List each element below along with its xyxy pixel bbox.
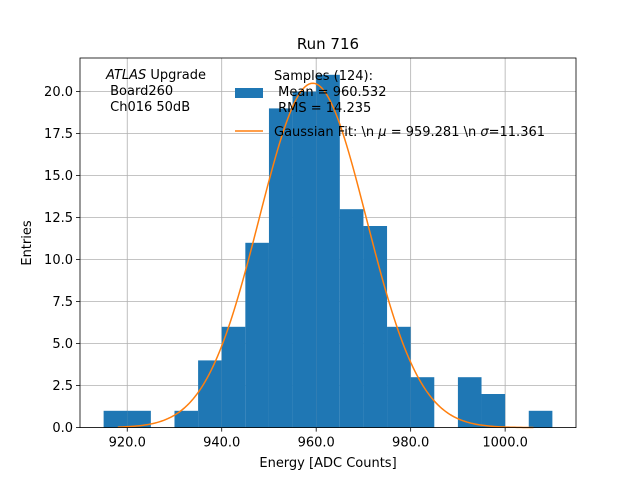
- x-tick-label: 940.0: [203, 436, 240, 451]
- y-tick-label: 5.0: [52, 337, 73, 352]
- annotation-upgrade: Upgrade: [146, 68, 206, 83]
- histogram-bar: [268, 108, 293, 428]
- histogram-bar: [103, 410, 128, 428]
- legend-hist-line-2: Mean = 960.532: [274, 85, 386, 100]
- histogram-bar: [198, 360, 222, 428]
- y-tick-label: 7.5: [52, 295, 73, 310]
- legend-fit-mu-value: = 959.281 \n: [387, 125, 481, 140]
- x-tick-label: 920.0: [109, 436, 146, 451]
- annotation-line-3: Ch016 50dB: [106, 100, 190, 115]
- legend-fit-sigma: σ: [480, 125, 489, 140]
- histogram-bar: [528, 410, 553, 428]
- annotation-atlas: ATLAS: [105, 68, 146, 83]
- histogram-bar: [457, 377, 482, 428]
- histogram-bar: [127, 410, 151, 428]
- atlas-annotation: ATLAS Upgrade Board260 Ch016 50dB: [105, 68, 206, 115]
- histogram-bar: [245, 242, 269, 428]
- histogram-bar: [221, 326, 246, 428]
- histogram-bars: [103, 74, 553, 428]
- y-axis-title: Entries: [20, 220, 35, 266]
- x-tick-label: 1000.0: [482, 436, 528, 451]
- y-tick-label: 20.0: [44, 85, 73, 100]
- x-axis-ticks: 920.0 940.0 960.0 980.0 1000.0: [109, 427, 528, 451]
- histogram-bar: [410, 377, 435, 428]
- legend-hist-line-3: RMS = 14.235: [274, 101, 371, 116]
- y-tick-label: 15.0: [44, 169, 73, 184]
- histogram-bar: [387, 326, 411, 428]
- y-tick-label: 12.5: [44, 211, 73, 226]
- annotation-line-1: ATLAS Upgrade: [105, 68, 206, 83]
- legend-fit-prefix: Gaussian Fit: \n: [274, 125, 378, 140]
- y-tick-label: 17.5: [44, 127, 73, 142]
- annotation-line-2: Board260: [106, 84, 173, 99]
- legend-fit-sigma-value: =11.361: [489, 125, 545, 140]
- legend-hist-line-1: Samples (124):: [274, 69, 373, 84]
- histogram-bar: [481, 394, 506, 428]
- histogram-bar: [363, 226, 388, 428]
- gaussian-fit-line: [117, 82, 534, 429]
- y-axis-ticks: 0.0 2.5 5.0 7.5 10.0 12.5 15.0 17.5 20.0: [44, 85, 80, 436]
- y-tick-label: 2.5: [52, 379, 73, 394]
- legend-fit-label: Gaussian Fit: \n μ = 959.281 \n σ=11.361: [274, 125, 545, 140]
- x-axis-title: Energy [ADC Counts]: [259, 456, 396, 471]
- histogram-bar: [292, 91, 317, 428]
- histogram-bar: [339, 209, 364, 428]
- legend-fit-mu: μ: [377, 125, 386, 140]
- y-tick-label: 10.0: [44, 253, 73, 268]
- plot-frame: [79, 57, 577, 429]
- y-tick-label: 0.0: [52, 421, 73, 436]
- chart-title: Run 716: [297, 35, 359, 53]
- histogram-bar: [316, 74, 340, 428]
- legend: Samples (124): Mean = 960.532 RMS = 14.2…: [235, 69, 545, 140]
- x-tick-label: 960.0: [298, 436, 335, 451]
- histogram-bar: [174, 410, 199, 428]
- x-tick-label: 980.0: [392, 436, 429, 451]
- legend-hist-swatch: [235, 88, 263, 98]
